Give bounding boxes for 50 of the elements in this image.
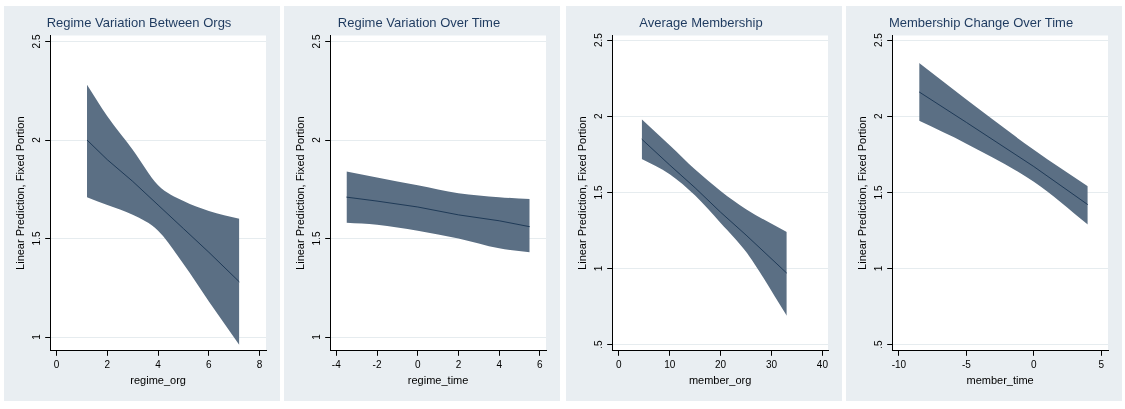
x-tick-label: -2 [372,358,382,370]
y-tick-label: 1 [310,333,322,340]
x-axis-title: regime_org [130,374,186,387]
x-tick-label: 2 [104,358,111,370]
x-axis-title: regime_time [407,374,469,387]
chart-title: Membership Change Over Time [888,15,1074,31]
x-tick-label: 40 [816,358,829,370]
y-tick-label: 1.5 [592,185,604,200]
x-tick-label: 4 [496,358,503,370]
x-tick-label: 4 [155,358,162,370]
y-tick-label: 1.5 [872,185,884,200]
x-tick-label: 2 [455,358,462,370]
x-tick-label: 6 [537,358,544,370]
chart-title: Regime Variation Over Time [337,15,501,31]
y-tick-label: 1.5 [30,231,42,246]
x-tick-label: 0 [414,358,421,370]
y-tick-label: 1 [30,333,42,340]
x-tick-label: 6 [206,358,213,370]
y-tick-label: 2.5 [592,32,604,48]
x-tick-label: -5 [961,358,972,370]
x-tick-label: -10 [891,358,907,370]
x-tick-label: 30 [765,358,778,370]
x-tick-label: 0 [616,358,623,370]
y-tick-label: 2.5 [872,32,884,48]
x-tick-label: 0 [1031,358,1038,370]
y-tick-label: 2 [310,136,322,143]
x-axis-title: member_org [688,374,752,387]
y-tick-label: .5 [872,340,884,349]
y-tick-label: 2.5 [310,34,322,49]
x-tick-label: -4 [331,358,342,370]
y-axis-title: Linear Prediction, Fixed Portion [855,116,868,270]
x-axis-title: member_time [966,374,1034,387]
y-axis-title: Linear Prediction, Fixed Portion [293,116,306,270]
y-axis-title: Linear Prediction, Fixed Portion [575,116,588,270]
chart-title: Average Membership [639,15,763,31]
y-tick-label: 1.5 [310,231,322,246]
y-tick-label: 2 [592,113,604,120]
chart-title: Regime Variation Between Orgs [46,15,232,31]
y-tick-label: 1 [872,265,884,272]
x-tick-label: 20 [715,358,727,370]
y-tick-label: .5 [592,340,604,349]
x-tick-label: 5 [1098,358,1105,370]
y-tick-label: 1 [592,265,604,272]
x-tick-label: 8 [256,358,263,370]
y-tick-label: 2.5 [30,34,42,49]
y-tick-label: 2 [872,113,884,120]
x-tick-label: 0 [53,358,60,370]
y-tick-label: 2 [30,136,42,143]
x-tick-label: 10 [664,358,676,370]
y-axis-title: Linear Prediction, Fixed Portion [13,116,26,270]
